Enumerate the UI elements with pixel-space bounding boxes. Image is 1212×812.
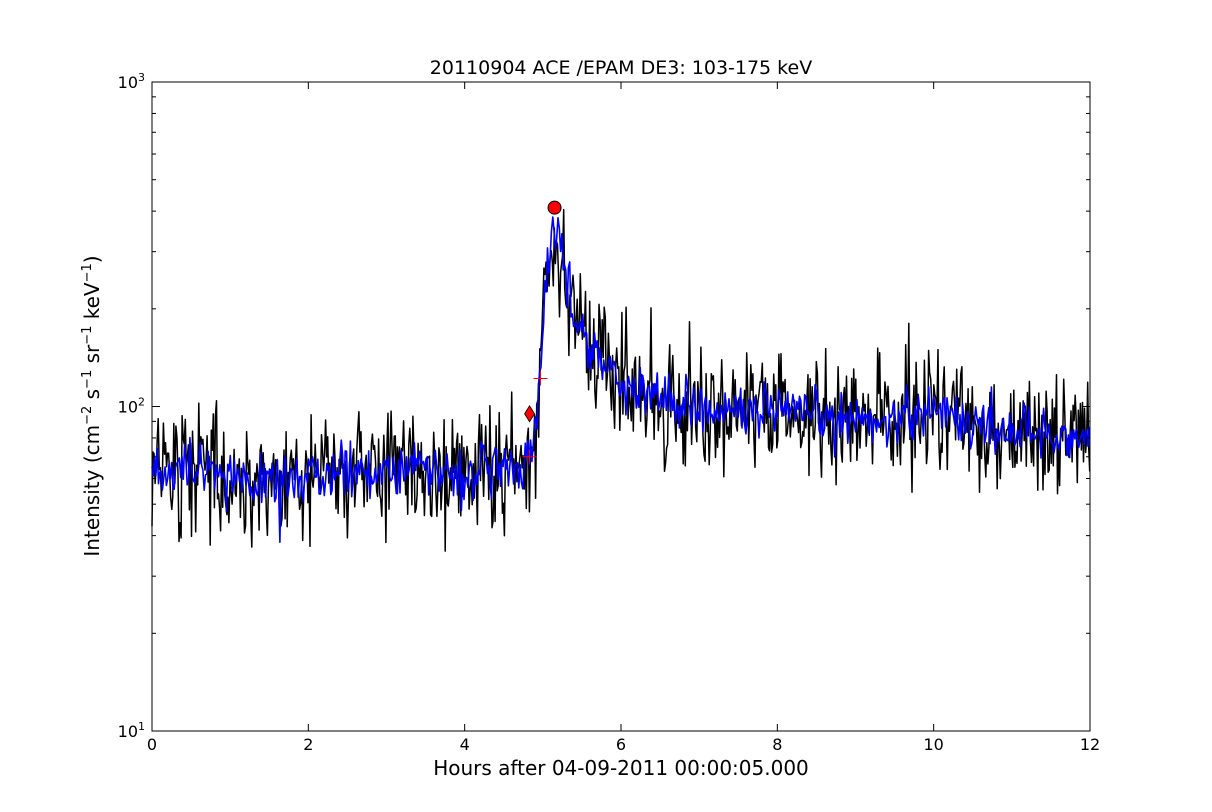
- plot-area: [151, 208, 1091, 552]
- x-tick-label: 0: [147, 735, 157, 754]
- plus-marker-3: [533, 371, 548, 386]
- y-tick-label: 103: [118, 71, 145, 92]
- x-tick-labels: 0 2 4 6 8 10 12: [147, 735, 1100, 754]
- x-tick-label: 12: [1080, 735, 1100, 754]
- chart-title: 20110904 ACE /EPAM DE3: 103-175 keV: [430, 57, 812, 79]
- x-tick-label: 6: [616, 735, 626, 754]
- series-line-1: [151, 216, 1091, 544]
- x-tick-label: 2: [303, 735, 313, 754]
- y-tick-label: 102: [118, 396, 145, 417]
- markers: [522, 200, 562, 464]
- y-axis-label: Intensity (cm−2 s−1 sr−1 keV−1): [80, 255, 104, 556]
- x-tick-label: 8: [772, 735, 782, 754]
- onset-marker: [524, 404, 536, 423]
- plus-marker-2: [522, 449, 537, 464]
- x-tick-label: 10: [923, 735, 943, 754]
- y-tick-label: 101: [118, 720, 145, 741]
- x-axis-label: Hours after 04-09-2011 00:00:05.000: [433, 756, 809, 780]
- peak-marker: [547, 200, 562, 215]
- x-tick-label: 4: [460, 735, 470, 754]
- y-tick-labels: 101 102 103: [118, 71, 145, 741]
- ticks: [151, 81, 1091, 732]
